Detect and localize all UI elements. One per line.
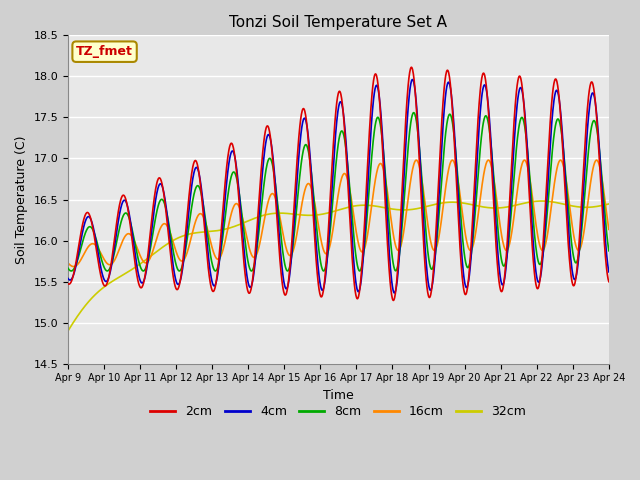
Text: TZ_fmet: TZ_fmet [76,45,133,58]
Y-axis label: Soil Temperature (C): Soil Temperature (C) [15,135,28,264]
Legend: 2cm, 4cm, 8cm, 16cm, 32cm: 2cm, 4cm, 8cm, 16cm, 32cm [145,400,531,423]
X-axis label: Time: Time [323,389,354,402]
Title: Tonzi Soil Temperature Set A: Tonzi Soil Temperature Set A [229,15,447,30]
